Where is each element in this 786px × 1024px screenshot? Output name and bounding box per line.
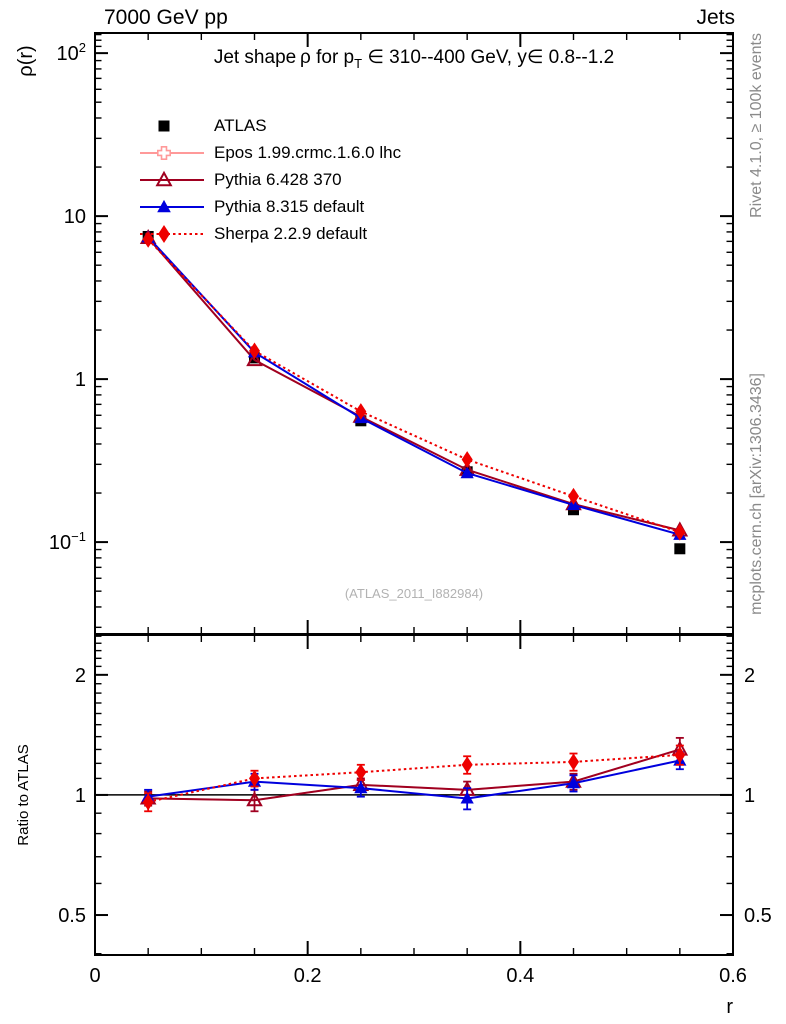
mcplots-credit-label: mcplots.cern.ch [arXiv:1306.3436] xyxy=(748,373,765,615)
svg-text:0.2: 0.2 xyxy=(294,965,322,987)
legend: ATLAS Epos 1.99.crmc.1.6.0 lhc Pythia 6.… xyxy=(140,112,401,247)
rivet-version-label: Rivet 4.1.0, ≥ 100k events xyxy=(748,33,765,218)
legend-item-epos: Epos 1.99.crmc.1.6.0 lhc xyxy=(140,139,401,166)
legend-item-sherpa: Sherpa 2.2.9 default xyxy=(140,220,401,247)
plot-title-text-2: ∈ 310--400 GeV, y∈ 0.8--1.2 xyxy=(362,47,615,68)
svg-text:2: 2 xyxy=(75,665,86,687)
svg-text:1: 1 xyxy=(75,369,86,391)
y-axis-label-ratio: Ratio to ATLAS xyxy=(15,744,32,846)
svg-text:0.6: 0.6 xyxy=(719,965,747,987)
analysis-header: Jets xyxy=(696,6,735,29)
svg-text:10: 10 xyxy=(64,206,86,228)
atlas-square-marker-icon xyxy=(158,120,170,131)
plot-title-subscript: T xyxy=(354,55,363,71)
sherpa-diamond-marker-icon xyxy=(140,224,204,243)
watermark: (ATLAS_2011_I882984) xyxy=(344,586,484,601)
legend-item-atlas: ATLAS xyxy=(140,112,401,139)
svg-text:10−1: 10−1 xyxy=(49,529,86,554)
legend-label: Pythia 8.315 default xyxy=(214,196,365,216)
svg-text:0.4: 0.4 xyxy=(506,965,534,987)
legend-item-pythia8: Pythia 8.315 default xyxy=(140,193,401,220)
svg-text:1: 1 xyxy=(744,785,755,807)
svg-text:0.5: 0.5 xyxy=(58,905,86,927)
legend-label: ATLAS xyxy=(214,115,267,135)
svg-text:0: 0 xyxy=(89,965,100,987)
legend-label: Epos 1.99.crmc.1.6.0 lhc xyxy=(214,142,402,162)
pythia6-triangle-marker-icon xyxy=(140,170,204,186)
legend-label: Pythia 6.428 370 xyxy=(214,169,342,189)
y-axis-label-main: ρ(r) xyxy=(15,45,37,77)
plot-title-text-1: Jet shape ρ for p xyxy=(213,47,355,68)
x-axis-label: r xyxy=(726,996,733,1018)
epos-plus-marker-icon xyxy=(140,145,204,160)
svg-text:0.5: 0.5 xyxy=(744,905,772,927)
svg-text:1: 1 xyxy=(75,785,86,807)
legend-label: Sherpa 2.2.9 default xyxy=(214,223,368,243)
svg-text:102: 102 xyxy=(57,40,86,65)
plot-title: Jet shape ρ for pT ∈ 310--400 GeV, y∈ 0.… xyxy=(95,46,733,71)
beam-header: 7000 GeV pp xyxy=(104,6,228,29)
pythia8-triangle-marker-icon xyxy=(140,199,204,212)
legend-item-pythia6: Pythia 6.428 370 xyxy=(140,166,401,193)
svg-text:2: 2 xyxy=(744,665,755,687)
